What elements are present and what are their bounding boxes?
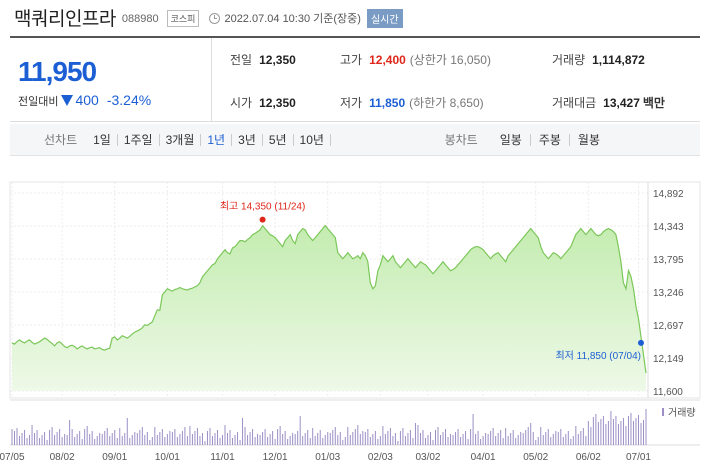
y-tick-label: 13,795 [653,255,684,266]
x-tick-label: 10/01 [155,452,180,463]
stat-label: 거래대금 [552,96,597,110]
tab-10y[interactable]: 10년 [294,133,331,146]
stat-sub: (상한가 16,050) [409,53,491,67]
change-label: 전일대비 [18,96,59,108]
market-badge: 코스피 [166,9,200,27]
price-area [12,225,646,391]
stat-value: 1,114,872 [592,52,645,67]
x-tick-label: 09/01 [102,452,127,463]
stock-code: 088980 [121,13,159,25]
min-point [637,339,644,346]
tab-3m[interactable]: 3개월 [160,133,202,146]
down-arrow-icon [61,95,74,106]
max-point [259,216,266,223]
min-label: 최저 11,850 (07/04) [555,350,641,362]
tab-monthly[interactable]: 월봉 [577,132,600,147]
stats-grid: 전일 12,350 고가 12,400 (상한가 16,050) 거래량 1,1… [212,38,700,121]
volume-label: 거래량 [668,407,696,419]
y-axis-labels: 14,892 14,343 13,795 13,246 12,697 12,149 11,6… [653,189,684,398]
y-tick-label: 11,600 [653,387,683,398]
x-tick-label: 04/01 [471,452,496,463]
stock-header: 맥쿼리인프라 088980 코스피 2022.07.04 10:30 기준(장중… [0,0,710,34]
current-price: 11,950 [18,56,97,87]
stat-prev-close: 전일 12,350 [230,38,340,81]
stat-sub: (하한가 8,650) [409,96,484,110]
y-tick-label: 12,149 [653,354,684,365]
realtime-badge[interactable]: 실시간 [366,8,403,28]
y-tick-label: 13,246 [653,288,684,299]
stat-value: 13,427 [603,95,640,110]
tab-daily[interactable]: 일봉 [492,133,531,146]
x-tick-label: 12/01 [263,452,288,463]
x-tick-label: 07/01 [626,452,651,463]
stat-label: 저가 [340,96,363,110]
stat-high: 고가 12,400 (상한가 16,050) [340,38,552,81]
x-tick-label: 08/02 [50,452,75,463]
chart-border [9,181,701,399]
stat-value: 12,350 [259,95,296,110]
stat-value: 11,850 [369,95,406,110]
period-title: 선차트 [44,133,78,147]
stat-amount: 거래대금 13,427 백만 [552,81,700,124]
timestamp: 2022.07.04 10:30 기준(장중) [224,13,361,25]
x-tick-label: 11/01 [210,452,235,463]
stat-volume: 거래량 1,114,872 [552,38,700,81]
y-tick-label: 14,892 [653,189,684,200]
price-summary: 11,950 전일대비 400 -3.24% 전일 12,350 고가 12,4… [10,36,700,122]
tab-weekly[interactable]: 주봉 [531,133,570,146]
tab-1d[interactable]: 1일 [87,133,118,146]
tab-3y[interactable]: 3년 [232,133,263,146]
volume-bars: 거래량 [10,399,700,446]
stat-value: 12,400 [369,52,406,67]
chart-markers: 최고 14,350 (11/24) 최저 11,850 (07/04) [220,201,644,362]
volume-legend-swatch [662,408,664,416]
y-tick-label: 12,697 [653,321,684,332]
x-tick-label: 06/02 [576,452,601,463]
stat-label: 고가 [340,53,363,67]
current-price-box: 11,950 전일대비 400 -3.24% [10,38,212,121]
tab-5y[interactable]: 5년 [263,133,294,146]
stat-open: 시가 12,350 [230,81,340,124]
x-tick-label: 03/02 [415,452,440,463]
stat-low: 저가 11,850 (하한가 8,650) [340,81,552,124]
x-tick-label: 01/03 [315,452,340,463]
stat-label: 전일 [230,53,253,67]
change-value: 400 [75,92,99,108]
x-tick-label: 05/02 [523,452,548,463]
change-row: 전일대비 400 -3.24% [18,92,211,109]
clock-icon [209,12,221,24]
stat-unit: 백만 [642,96,665,110]
stat-value: 12,350 [259,52,296,67]
x-axis-labels: 07/05 08/02 09/01 10/01 11/01 12/01 01/03 02/03… [0,452,651,463]
x-tick-label: 02/03 [368,452,393,463]
candle-title: 봉차트 [444,133,478,147]
x-tick-label: 07/05 [0,452,25,463]
max-label: 최고 14,350 (11/24) [220,201,306,213]
period-bar: 선차트 1일 1주일 3개월 1년 3년 5년 10년 봉차트 일봉 주봉 월봉 [10,124,700,156]
stock-name: 맥쿼리인프라 [14,8,116,30]
price-line [11,224,647,374]
tab-1y[interactable]: 1년 [201,133,233,146]
tab-1w[interactable]: 1주일 [118,133,160,146]
stat-label: 시가 [230,96,253,110]
stat-label: 거래량 [552,53,586,67]
y-tick-label: 14,343 [653,222,684,233]
change-percent: -3.24% [106,92,152,108]
